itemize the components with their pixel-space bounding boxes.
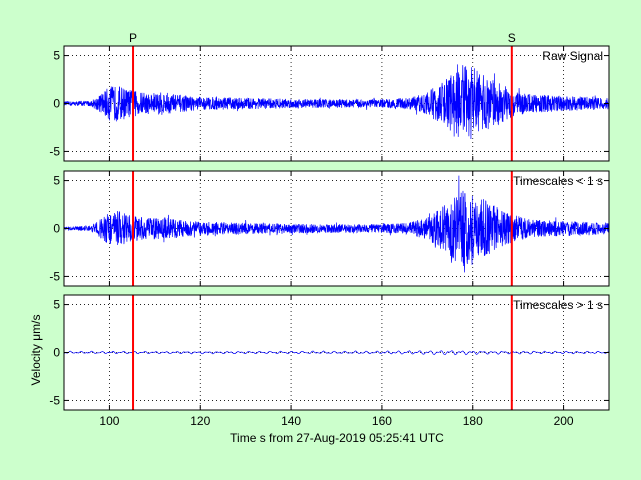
y-tick-label: -5 xyxy=(49,393,60,407)
phase-label-s: S xyxy=(508,31,516,45)
x-tick-label: 160 xyxy=(372,414,392,428)
panel-2: -5 0 5 Timescales < 1 s xyxy=(49,170,610,287)
y-tick-label: 0 xyxy=(53,346,60,360)
y-tick-label: 5 xyxy=(53,174,60,188)
y-axis-label: Velocity μm/s xyxy=(29,315,43,386)
panel-1: -5 0 5 P S Raw Signal xyxy=(49,31,610,162)
y-tick-label: 0 xyxy=(53,222,60,236)
waveform-trace xyxy=(63,350,609,356)
x-tick-label: 140 xyxy=(281,414,301,428)
y-tick-label: -5 xyxy=(49,144,60,158)
y-tick-label: 5 xyxy=(53,298,60,312)
x-tick-label: 180 xyxy=(463,414,483,428)
x-axis-label: Time s from 27-Aug-2019 05:25:41 UTC xyxy=(230,431,444,445)
panel-label: Raw Signal xyxy=(542,49,603,63)
x-tick-label: 200 xyxy=(554,414,574,428)
panel-label: Timescales < 1 s xyxy=(513,174,603,188)
y-tick-label: 0 xyxy=(53,97,60,111)
panel-3: -5 0 5 100 120 140 160 180 200 Timescales > 1 s xyxy=(49,294,610,428)
y-tick-label: 5 xyxy=(53,49,60,63)
panels-layer: -5 0 5 P S Raw Signal -5 0 5 Timescales < 1 s -5 0 5… xyxy=(49,31,610,428)
waveform-trace xyxy=(63,175,610,273)
x-tick-label: 120 xyxy=(190,414,210,428)
y-tick-label: -5 xyxy=(49,269,60,283)
phase-label-p: P xyxy=(129,31,137,45)
panel-label: Timescales > 1 s xyxy=(513,298,603,312)
waveform-trace xyxy=(63,64,610,140)
x-tick-label: 100 xyxy=(99,414,119,428)
